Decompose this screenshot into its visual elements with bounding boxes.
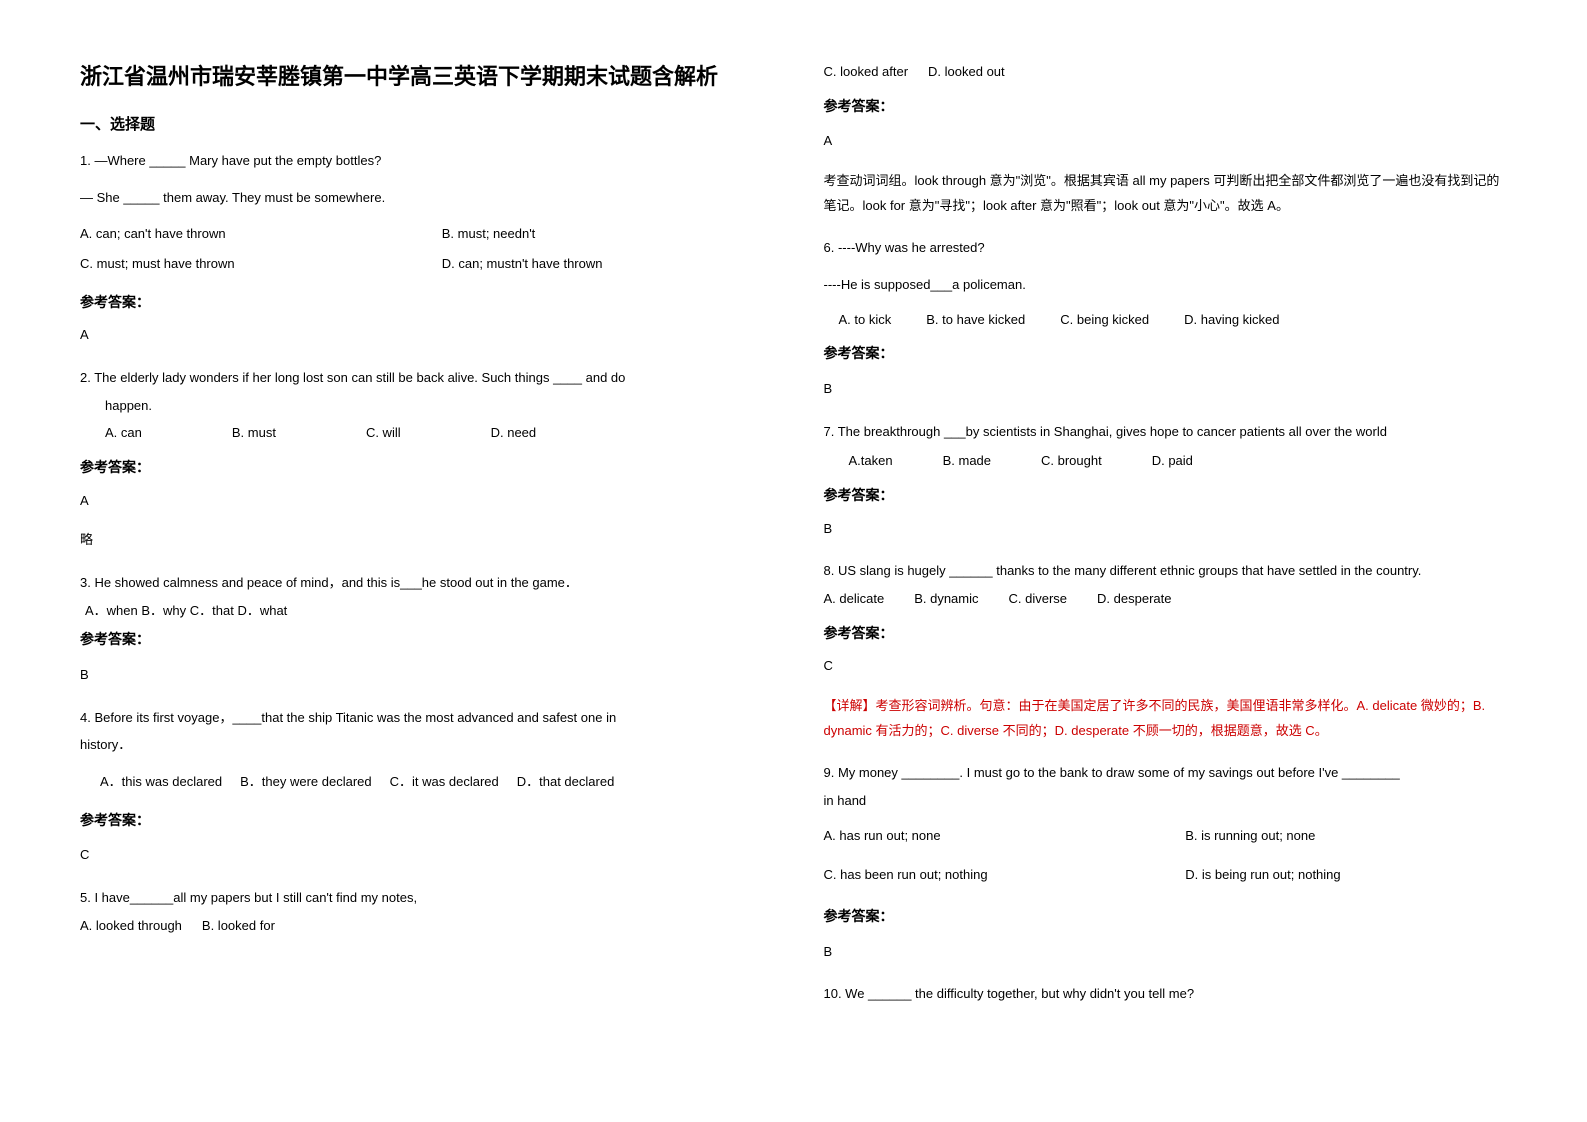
option-c: C. has been run out; nothing bbox=[824, 863, 1146, 888]
option-b: B. to have kicked bbox=[926, 308, 1025, 333]
option-d: D. need bbox=[491, 421, 537, 446]
question-text: 10. We ______ the difficulty together, b… bbox=[824, 982, 1508, 1007]
option-b: B. dynamic bbox=[914, 587, 978, 612]
answer-label: 参考答案： bbox=[824, 903, 1508, 930]
question-text: 5. I have______all my papers but I still… bbox=[80, 886, 764, 911]
answer-label: 参考答案： bbox=[824, 620, 1508, 647]
option-c: C. will bbox=[366, 421, 401, 446]
question-10: 10. We ______ the difficulty together, b… bbox=[824, 982, 1508, 1007]
question-5: 5. I have______all my papers but I still… bbox=[80, 886, 764, 938]
answer: B bbox=[824, 377, 1508, 402]
question-8: 8. US slang is hugely ______ thanks to t… bbox=[824, 559, 1508, 743]
answer-label: 参考答案： bbox=[80, 626, 764, 653]
question-6: 6. ----Why was he arrested? ----He is su… bbox=[824, 236, 1508, 401]
left-column: 浙江省温州市瑞安莘塍镇第一中学高三英语下学期期末试题含解析 一、选择题 1. —… bbox=[80, 60, 764, 1025]
option-d: D. looked out bbox=[928, 60, 1005, 85]
answer-label: 参考答案： bbox=[824, 93, 1508, 120]
option-a: A. looked through bbox=[80, 914, 182, 939]
options: A．when B．why C．that D．what bbox=[80, 599, 764, 624]
option-a: A. can; can't have thrown bbox=[80, 222, 402, 247]
question-2: 2. The elderly lady wonders if her long … bbox=[80, 366, 764, 553]
question-text: 1. —Where _____ Mary have put the empty … bbox=[80, 149, 764, 174]
question-text: ----He is supposed___a policeman. bbox=[824, 273, 1508, 298]
option-c: C．it was declared bbox=[390, 770, 499, 795]
option-d: D. can; mustn't have thrown bbox=[442, 252, 764, 277]
question-text: 9. My money ________. I must go to the b… bbox=[824, 761, 1508, 786]
question-5-cont: C. looked after D. looked out 参考答案： A 考查… bbox=[824, 60, 1508, 218]
page-container: 浙江省温州市瑞安莘塍镇第一中学高三英语下学期期末试题含解析 一、选择题 1. —… bbox=[80, 60, 1507, 1025]
option-a: A.taken bbox=[849, 449, 893, 474]
question-7: 7. The breakthrough ___by scientists in … bbox=[824, 420, 1508, 542]
explanation: 【详解】考查形容词辨析。句意：由于在美国定居了许多不同的民族，美国俚语非常多样化… bbox=[824, 694, 1508, 743]
option-b: B. made bbox=[943, 449, 991, 474]
answer-label: 参考答案： bbox=[80, 807, 764, 834]
question-text: in hand bbox=[824, 789, 1508, 814]
option-d: D. desperate bbox=[1097, 587, 1171, 612]
option-b: B. must bbox=[232, 421, 276, 446]
question-1: 1. —Where _____ Mary have put the empty … bbox=[80, 149, 764, 348]
section-heading: 一、选择题 bbox=[80, 113, 764, 134]
option-c: C. brought bbox=[1041, 449, 1102, 474]
option-b: B. looked for bbox=[202, 914, 275, 939]
answer: A bbox=[80, 323, 764, 348]
option-a: A. delicate bbox=[824, 587, 885, 612]
answer: A bbox=[824, 129, 1508, 154]
note: 略 bbox=[80, 528, 764, 553]
answer-label: 参考答案： bbox=[80, 289, 764, 316]
answer: B bbox=[824, 940, 1508, 965]
option-b: B. is running out; none bbox=[1185, 824, 1507, 849]
option-d: D. is being run out; nothing bbox=[1185, 863, 1507, 888]
document-title: 浙江省温州市瑞安莘塍镇第一中学高三英语下学期期末试题含解析 bbox=[80, 60, 764, 93]
question-text: 6. ----Why was he arrested? bbox=[824, 236, 1508, 261]
answer: B bbox=[80, 663, 764, 688]
question-text: 3. He showed calmness and peace of mind，… bbox=[80, 571, 764, 596]
answer: C bbox=[824, 654, 1508, 679]
option-a: A. has run out; none bbox=[824, 824, 1146, 849]
question-4: 4. Before its first voyage，____that the … bbox=[80, 706, 764, 868]
answer: A bbox=[80, 489, 764, 514]
option-c: C. being kicked bbox=[1060, 308, 1149, 333]
question-text: 4. Before its first voyage，____that the … bbox=[80, 706, 764, 731]
question-text: history． bbox=[80, 733, 764, 758]
explanation: 考查动词词组。look through 意为"浏览"。根据其宾语 all my … bbox=[824, 169, 1508, 218]
answer: C bbox=[80, 843, 764, 868]
answer-label: 参考答案： bbox=[80, 454, 764, 481]
option-a: A. can bbox=[105, 421, 142, 446]
question-text: 8. US slang is hugely ______ thanks to t… bbox=[824, 559, 1508, 584]
question-9: 9. My money ________. I must go to the b… bbox=[824, 761, 1508, 964]
option-d: D. paid bbox=[1152, 449, 1193, 474]
answer: B bbox=[824, 517, 1508, 542]
answer-label: 参考答案： bbox=[824, 340, 1508, 367]
option-c: C. looked after bbox=[824, 60, 909, 85]
option-a: A．this was declared bbox=[100, 770, 222, 795]
option-c: C. diverse bbox=[1009, 587, 1068, 612]
question-text: — She _____ them away. They must be some… bbox=[80, 186, 764, 211]
question-text: 7. The breakthrough ___by scientists in … bbox=[824, 420, 1508, 445]
option-b: B．they were declared bbox=[240, 770, 372, 795]
question-text: happen. bbox=[80, 394, 764, 419]
right-column: C. looked after D. looked out 参考答案： A 考查… bbox=[824, 60, 1508, 1025]
option-d: D．that declared bbox=[517, 770, 615, 795]
option-d: D. having kicked bbox=[1184, 308, 1279, 333]
question-3: 3. He showed calmness and peace of mind，… bbox=[80, 571, 764, 688]
option-c: C. must; must have thrown bbox=[80, 252, 402, 277]
option-b: B. must; needn't bbox=[442, 222, 764, 247]
answer-label: 参考答案： bbox=[824, 482, 1508, 509]
question-text: 2. The elderly lady wonders if her long … bbox=[80, 366, 764, 391]
option-a: A. to kick bbox=[839, 308, 892, 333]
